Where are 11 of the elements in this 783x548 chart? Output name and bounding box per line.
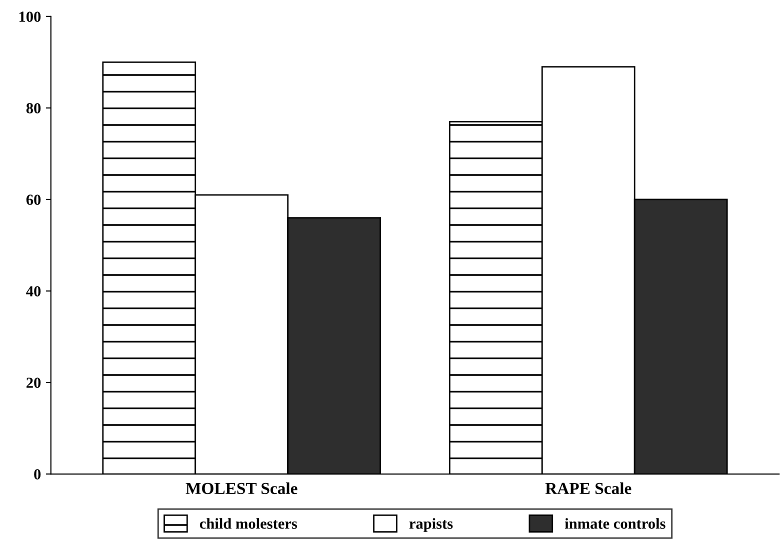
x-tick-label: RAPE Scale: [545, 482, 632, 494]
legend-label: rapists: [409, 518, 453, 532]
y-tick-label: 100: [19, 12, 41, 22]
x-tick-label: MOLEST Scale: [186, 482, 298, 494]
legend-label: inmate controls: [564, 518, 666, 529]
y-tick-label: 80: [26, 103, 41, 114]
y-tick-label: 60: [26, 194, 41, 205]
y-tick-label: 0: [34, 469, 41, 480]
y-tick-label: 20: [26, 378, 41, 388]
y-tick-label: 40: [26, 286, 41, 296]
legend-label: child molesters: [200, 518, 298, 529]
